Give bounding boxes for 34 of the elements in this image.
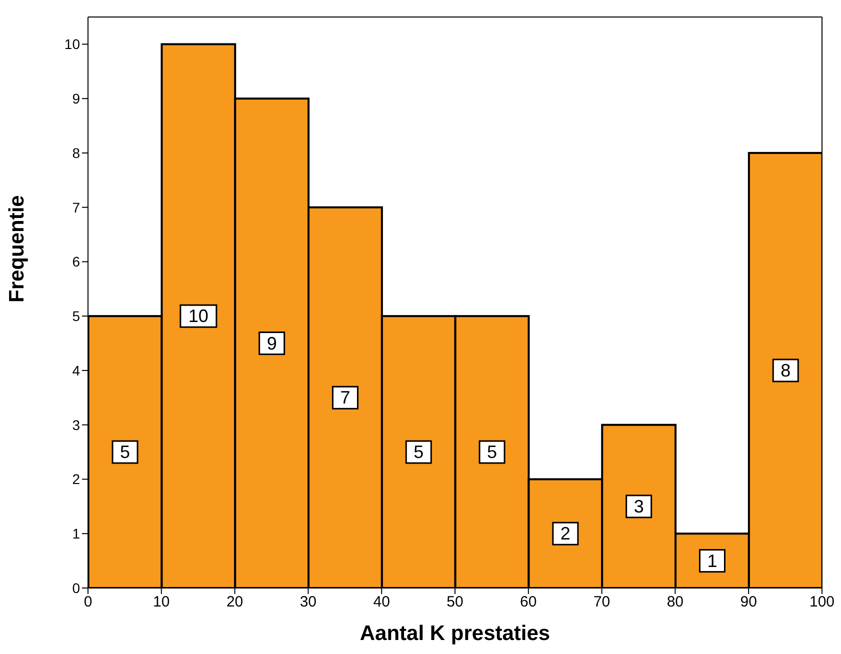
data-label: 3 (634, 496, 644, 516)
data-label: 8 (780, 360, 791, 380)
x-tick-label: 50 (446, 594, 464, 611)
y-tick-label: 9 (72, 90, 80, 107)
data-label: 5 (487, 442, 498, 462)
x-tick-label: 10 (153, 594, 170, 611)
x-tick-label: 20 (226, 594, 244, 611)
y-tick-label: 8 (72, 144, 80, 161)
data-label: 10 (188, 306, 208, 326)
y-tick-label: 6 (72, 254, 80, 270)
x-tick-label: 100 (809, 594, 835, 611)
data-label: 1 (707, 550, 718, 571)
data-label: 5 (120, 442, 130, 462)
data-label: 5 (414, 442, 424, 462)
y-tick-label: 2 (72, 471, 80, 488)
data-label: 2 (560, 524, 570, 544)
y-tick-label: 1 (72, 526, 80, 542)
y-tick-label: 0 (72, 580, 80, 596)
x-tick-label: 90 (740, 594, 757, 611)
data-label: 9 (266, 333, 277, 354)
y-tick-label: 3 (72, 416, 80, 433)
x-tick-label: 40 (373, 594, 390, 611)
y-tick-label: 5 (72, 308, 80, 324)
y-tick-label: 10 (64, 36, 80, 52)
x-tick-label: 30 (300, 594, 317, 611)
y-tick-label: 7 (72, 199, 80, 216)
x-tick-label: 80 (666, 594, 684, 611)
y-axis-title: Frequentie (5, 195, 28, 302)
x-axis-title: Aantal K prestaties (360, 622, 550, 645)
x-tick-label: 0 (84, 594, 92, 611)
data-label: 7 (340, 388, 350, 408)
y-tick-label: 4 (72, 362, 80, 378)
x-tick-label: 60 (520, 594, 537, 611)
x-tick-label: 70 (593, 594, 610, 611)
